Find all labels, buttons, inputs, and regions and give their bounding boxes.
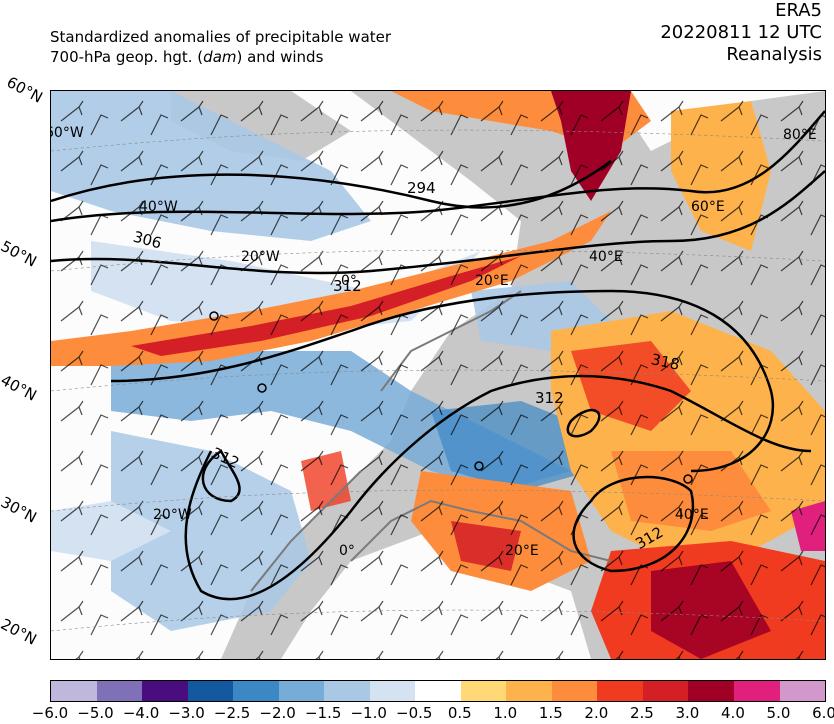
lon-label-80e: 80°E: [783, 127, 817, 143]
contour-label-312-a: 312: [333, 277, 362, 295]
lon-label-40e: 40°E: [589, 249, 623, 265]
colorbar-tick-label: −2.0: [259, 704, 296, 722]
colorbar-tick-label: 0.5: [447, 704, 472, 722]
colorbar-swatch: [324, 681, 370, 701]
colorbar-swatch: [278, 681, 325, 701]
colorbar-swatch: [460, 681, 507, 701]
graticule-50n: [51, 249, 825, 272]
colorbar-swatch: [187, 681, 234, 701]
colorbar-swatch: [96, 681, 143, 701]
colorbar-swatch: [142, 681, 188, 701]
contour-label-312-c: 312: [535, 389, 564, 407]
colorbar-swatch: [369, 681, 416, 701]
colorbar-swatch: [233, 681, 279, 701]
lon-label-20w: 20°W: [241, 249, 280, 265]
colorbar-swatch: [688, 681, 734, 701]
lon-label-20w-south: 20°W: [153, 507, 192, 523]
colorbar-tick-label: 5.0: [766, 704, 791, 722]
title-line2-prefix: 700-hPa geop. hgt. (: [50, 48, 204, 66]
lat-label-40n: 40°N: [0, 371, 40, 405]
product-type: Reanalysis: [726, 44, 822, 65]
colorbar: [50, 680, 826, 702]
colorbar-swatch: [733, 681, 780, 701]
colorbar-swatch: [551, 681, 598, 701]
colorbar-tick-label: 1.5: [538, 704, 563, 722]
colorbar-tick-label: 3.0: [675, 704, 700, 722]
low-center-marker-4: [683, 474, 693, 484]
colorbar-swatch: [415, 681, 461, 701]
graticule-20n: [51, 609, 825, 632]
lat-label-30n: 30°N: [0, 493, 40, 527]
colorbar-tick-label: −6.0: [31, 704, 69, 722]
colorbar-tick-label: −0.5: [396, 704, 433, 722]
wind-barbs: [51, 91, 825, 659]
lon-label-60w: 60°W: [51, 125, 84, 141]
lon-label-0-south: 0°: [339, 543, 355, 559]
lon-label-60e: 60°E: [691, 199, 725, 215]
map-title-line2: 700-hPa geop. hgt. (dam) and winds: [50, 48, 323, 66]
colorbar-swatch: [642, 681, 689, 701]
low-center-marker-2: [257, 383, 267, 393]
lon-label-40e-south: 40°E: [675, 507, 709, 523]
colorbar-tick-label: 2.0: [584, 704, 609, 722]
colorbar-swatch: [597, 681, 643, 701]
colorbar-tick-label: −1.5: [304, 704, 342, 722]
title-line2-suffix: ) and winds: [236, 48, 324, 66]
graticule-60n: [51, 129, 825, 152]
map-panel: 60°W 40°W 20°W 0° 20°E 40°E 60°E 80°E 20…: [50, 90, 826, 660]
model-name: ERA5: [775, 0, 822, 21]
map-canvas: [51, 91, 825, 659]
colorbar-tick-label: −3.0: [168, 704, 205, 722]
lat-label-60n: 60°N: [3, 73, 46, 107]
lat-label-20n: 20°N: [0, 615, 40, 649]
map-title-line1: Standardized anomalies of precipitable w…: [50, 28, 392, 46]
colorbar-tick-label: −2.5: [213, 704, 251, 722]
title-line2-unit: dam: [203, 48, 237, 66]
colorbar-tick-label: 6.0: [812, 704, 834, 722]
colorbar-tick-label: −5.0: [77, 704, 114, 722]
colorbar-tick-label: 1.0: [493, 704, 518, 722]
colorbar-tick-label: −4.0: [122, 704, 160, 722]
low-center-marker-1: [209, 311, 219, 321]
low-center-marker-3: [474, 461, 484, 471]
colorbar-swatch: [779, 681, 826, 701]
colorbar-tick-label: 4.0: [721, 704, 745, 722]
contour-label-294: 294: [407, 179, 436, 197]
lon-label-20e: 20°E: [475, 273, 509, 289]
graticule-30n: [51, 489, 825, 512]
lon-label-20e-south: 20°E: [505, 543, 539, 559]
colorbar-swatch: [51, 681, 97, 701]
colorbar-tick-label: −1.0: [350, 704, 387, 722]
lon-label-40w: 40°W: [139, 199, 178, 215]
lat-label-50n: 50°N: [0, 237, 40, 271]
colorbar-swatch: [506, 681, 552, 701]
valid-datetime: 20220811 12 UTC: [660, 22, 822, 43]
colorbar-tick-label: 2.5: [629, 704, 654, 722]
colorbar-ticks: −6.0 −5.0 −4.0 −3.0 −2.5 −2.0 −1.5 −1.0 −0.5 0.5 1…: [32, 704, 834, 724]
graticule-40n: [51, 369, 825, 392]
lon-label-0: 0°: [341, 273, 357, 289]
